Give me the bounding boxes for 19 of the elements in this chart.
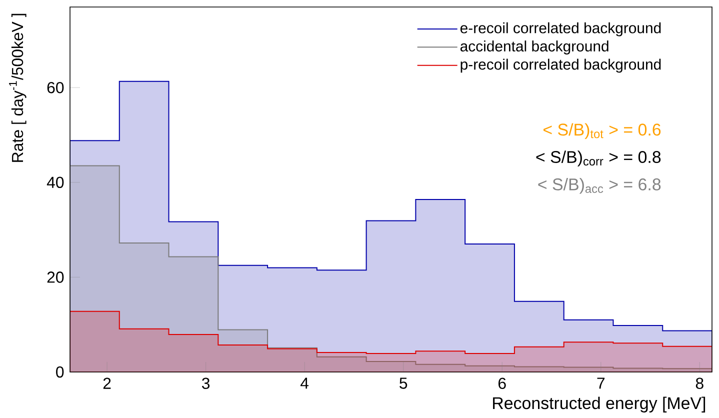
x-tick-label: 2 [103, 378, 111, 389]
y-tick-label: 0 [56, 366, 64, 378]
x-tick-label: 4 [300, 378, 309, 389]
x-axis-title: Reconstructed energy [MeV] [493, 396, 706, 413]
x-tick-label: 6 [498, 378, 506, 390]
y-tick-label: 60 [47, 82, 64, 94]
y-tick-label: 20 [47, 272, 64, 283]
legend-label: p-recoil correlated background [460, 58, 661, 73]
legend-label: e-recoil correlated background [460, 22, 661, 36]
annotation: < S/B)$_{acc}$ > = 6.8 [538, 178, 661, 194]
y-axis-title: Rate [ day$^{-1}$/500keV ] [9, 14, 26, 162]
y-tick-label: 40 [46, 176, 64, 188]
x-tick-label: 5 [400, 378, 408, 389]
x-tick-label: 3 [202, 378, 210, 390]
x-tick-label: 7 [597, 378, 605, 389]
x-tick-label: 8 [696, 378, 704, 390]
legend-label: accidental background [460, 40, 608, 55]
annotation: < S/B)$_{tot}$ > = 0.6 [544, 123, 661, 140]
annotation: < S/B)$_{corr}$ > = 0.8 [536, 150, 661, 166]
